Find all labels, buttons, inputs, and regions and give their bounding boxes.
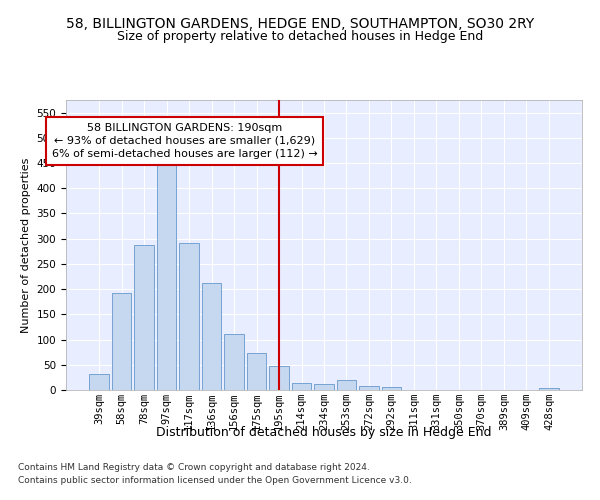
- Bar: [292, 384, 311, 390]
- Text: Distribution of detached houses by size in Hedge End: Distribution of detached houses by size …: [156, 426, 492, 439]
- Text: Size of property relative to detached houses in Hedge End: Size of property relative to detached ho…: [117, 30, 483, 43]
- Bar: [179, 242, 199, 390]
- Y-axis label: Number of detached properties: Number of detached properties: [21, 158, 31, 332]
- Bar: [539, 388, 559, 390]
- Text: 58 BILLINGTON GARDENS: 190sqm
← 93% of detached houses are smaller (1,629)
6% of: 58 BILLINGTON GARDENS: 190sqm ← 93% of d…: [52, 122, 317, 159]
- Bar: [337, 380, 356, 390]
- Bar: [359, 386, 379, 390]
- Text: Contains HM Land Registry data © Crown copyright and database right 2024.: Contains HM Land Registry data © Crown c…: [18, 464, 370, 472]
- Bar: [89, 374, 109, 390]
- Bar: [157, 158, 176, 390]
- Bar: [314, 384, 334, 390]
- Text: Contains public sector information licensed under the Open Government Licence v3: Contains public sector information licen…: [18, 476, 412, 485]
- Bar: [247, 352, 266, 390]
- Text: 58, BILLINGTON GARDENS, HEDGE END, SOUTHAMPTON, SO30 2RY: 58, BILLINGTON GARDENS, HEDGE END, SOUTH…: [66, 18, 534, 32]
- Bar: [202, 282, 221, 390]
- Bar: [134, 244, 154, 390]
- Bar: [382, 388, 401, 390]
- Bar: [269, 366, 289, 390]
- Bar: [112, 293, 131, 390]
- Bar: [224, 334, 244, 390]
